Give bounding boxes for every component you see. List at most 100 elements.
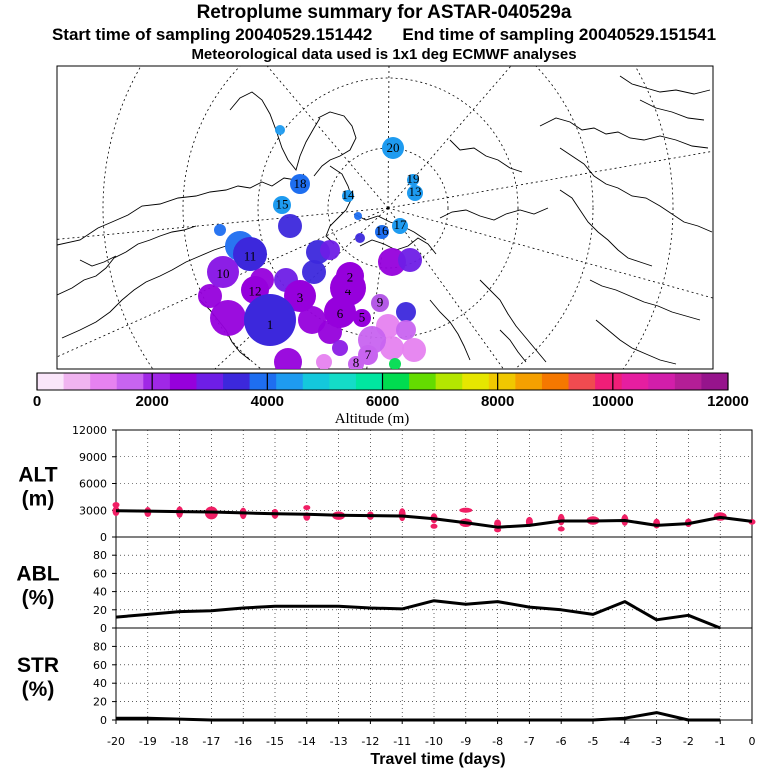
plume-day-label: 7 — [365, 347, 372, 362]
plume-day-label: 2 — [347, 269, 354, 284]
plume-particle-cluster — [210, 300, 246, 336]
altitude-spread-marker — [112, 502, 120, 508]
plume-particle-cluster — [380, 336, 404, 360]
plume-particle-cluster — [389, 358, 401, 369]
colorbar-swatch — [435, 373, 463, 390]
panel-2: 0 20 40 60 80 STR(%) — [17, 627, 753, 727]
y-tick-label: 20 — [93, 604, 107, 617]
y-tick-label: 12000 — [72, 424, 107, 437]
colorbar-swatch — [382, 373, 410, 390]
panel-label: ALT — [18, 464, 57, 487]
colorbar-swatch — [674, 373, 702, 390]
plume-particle-cluster — [378, 248, 406, 276]
colorbar-swatch — [355, 373, 383, 390]
colorbar-swatch — [621, 373, 649, 390]
plume-day-label: 17 — [394, 217, 408, 232]
plume-day-label: 1 — [267, 317, 274, 332]
panel-1: 0 20 40 60 80 ABL(%) — [16, 536, 753, 635]
y-tick-label: 0 — [100, 531, 107, 544]
x-axis-ticks: -20 -19 -18 -17 -16 -15 -14 -13 -12 -11 -10 -9 -8 -7-… — [107, 720, 756, 748]
x-tick-label: -10 — [425, 735, 443, 748]
plume-markers: 20 19 18 17 16 15 14 13 12 11 10 9 87 6 54 3 2 1 — [198, 125, 426, 369]
x-tick-label: -5 — [588, 735, 599, 748]
y-tick-label: 0 — [100, 622, 107, 635]
x-tick-label: -1 — [715, 735, 726, 748]
plume-day-label: 19 — [407, 171, 420, 186]
x-tick-label: 0 — [749, 735, 756, 748]
x-tick-label: -8 — [492, 735, 503, 748]
coastlines — [57, 75, 713, 365]
altitude-spread-marker — [557, 526, 565, 532]
plume-particle-cluster — [275, 125, 285, 135]
plume-day-cluster — [382, 137, 404, 159]
panel-unit: (m) — [22, 488, 55, 511]
met-data-label: Meteorological data used is 1x1 deg ECMW… — [191, 46, 577, 63]
panel-unit: (%) — [22, 587, 55, 610]
plume-day-cluster — [358, 345, 378, 365]
panel-0: 0 3000 6000 9000 12000 ALT(m) — [18, 424, 756, 544]
plume-particle-cluster — [298, 306, 326, 334]
plume-particle-cluster — [355, 233, 365, 243]
plume-particle-cluster — [214, 224, 226, 236]
plume-day-label: 13 — [409, 184, 422, 199]
plume-day-cluster — [244, 294, 296, 346]
colorbar-tick-label: 4000 — [251, 393, 284, 410]
colorbar-tick-label: 2000 — [135, 393, 168, 410]
series-line — [115, 509, 753, 529]
plume-particle-cluster — [274, 348, 302, 369]
plume-day-cluster — [207, 256, 239, 288]
x-tick-label: -11 — [393, 735, 411, 748]
plume-day-label: 4 — [345, 283, 352, 298]
x-tick-label: -15 — [266, 735, 284, 748]
x-tick-label: -3 — [651, 735, 662, 748]
plume-day-cluster — [273, 196, 291, 214]
colorbar-swatch — [302, 373, 330, 390]
altitude-spread-marker — [494, 527, 502, 533]
colorbar-swatch — [648, 373, 676, 390]
plume-day-label: 6 — [337, 306, 344, 321]
plume-day-cluster — [353, 309, 371, 327]
plume-day-cluster — [371, 294, 389, 312]
y-tick-label: 6000 — [79, 478, 107, 491]
series-line — [115, 599, 721, 630]
x-tick-label: -13 — [330, 735, 348, 748]
x-tick-label: -18 — [171, 735, 189, 748]
colorbar-swatch — [329, 373, 357, 390]
panel-label: ABL — [16, 563, 59, 586]
x-tick-label: -17 — [202, 735, 220, 748]
colorbar-swatch — [276, 373, 304, 390]
plume-particle-cluster — [402, 338, 426, 362]
time-series-panels: 030006000900012000ALT(m)020406080ABL(%)0… — [16, 424, 756, 727]
altitude-colorbar: 0 2000 4000 6000 8000 10000 12000 — [33, 372, 749, 410]
chart-title: Retroplume summary for ASTAR-040529a — [196, 2, 572, 23]
colorbar-tick-label: 12000 — [707, 393, 749, 410]
colorbar-swatch — [143, 373, 171, 390]
sampling-times: Start time of sampling 20040529.151442 En… — [0, 25, 768, 45]
colorbar-tick-label: 8000 — [481, 393, 514, 410]
panel-label: STR — [17, 654, 59, 677]
plume-day-cluster — [290, 174, 310, 194]
plume-particle-cluster — [320, 240, 340, 260]
series-line — [116, 711, 721, 722]
x-tick-label: -2 — [683, 735, 694, 748]
x-axis-label: Travel time (days) — [370, 751, 505, 768]
plume-particle-cluster — [316, 354, 332, 369]
colorbar-tick-label: 6000 — [366, 393, 399, 410]
polar-map: 20 19 18 17 16 15 14 13 12 11 10 9 87 6 54 3 2 1 — [56, 65, 714, 370]
end-time-label: End time of sampling 20040529.151541 — [402, 25, 717, 44]
x-tick-label: -6 — [556, 735, 567, 748]
plume-day-label: 10 — [217, 266, 230, 281]
start-time-label: Start time of sampling 20040529.151442 — [51, 25, 373, 44]
plume-particle-cluster — [198, 284, 222, 308]
plume-day-cluster — [375, 225, 389, 239]
colorbar-tick-label: 10000 — [592, 393, 634, 410]
colorbar-swatch — [196, 373, 224, 390]
altitude-spread-marker — [459, 507, 473, 513]
plume-day-cluster — [407, 174, 419, 186]
plume-day-cluster — [336, 262, 364, 290]
colorbar-swatch — [541, 373, 570, 390]
plume-day-label: 3 — [297, 290, 304, 305]
plume-day-label: 9 — [377, 294, 384, 309]
colorbar-swatch — [568, 373, 596, 390]
plume-day-label: 12 — [249, 283, 262, 298]
